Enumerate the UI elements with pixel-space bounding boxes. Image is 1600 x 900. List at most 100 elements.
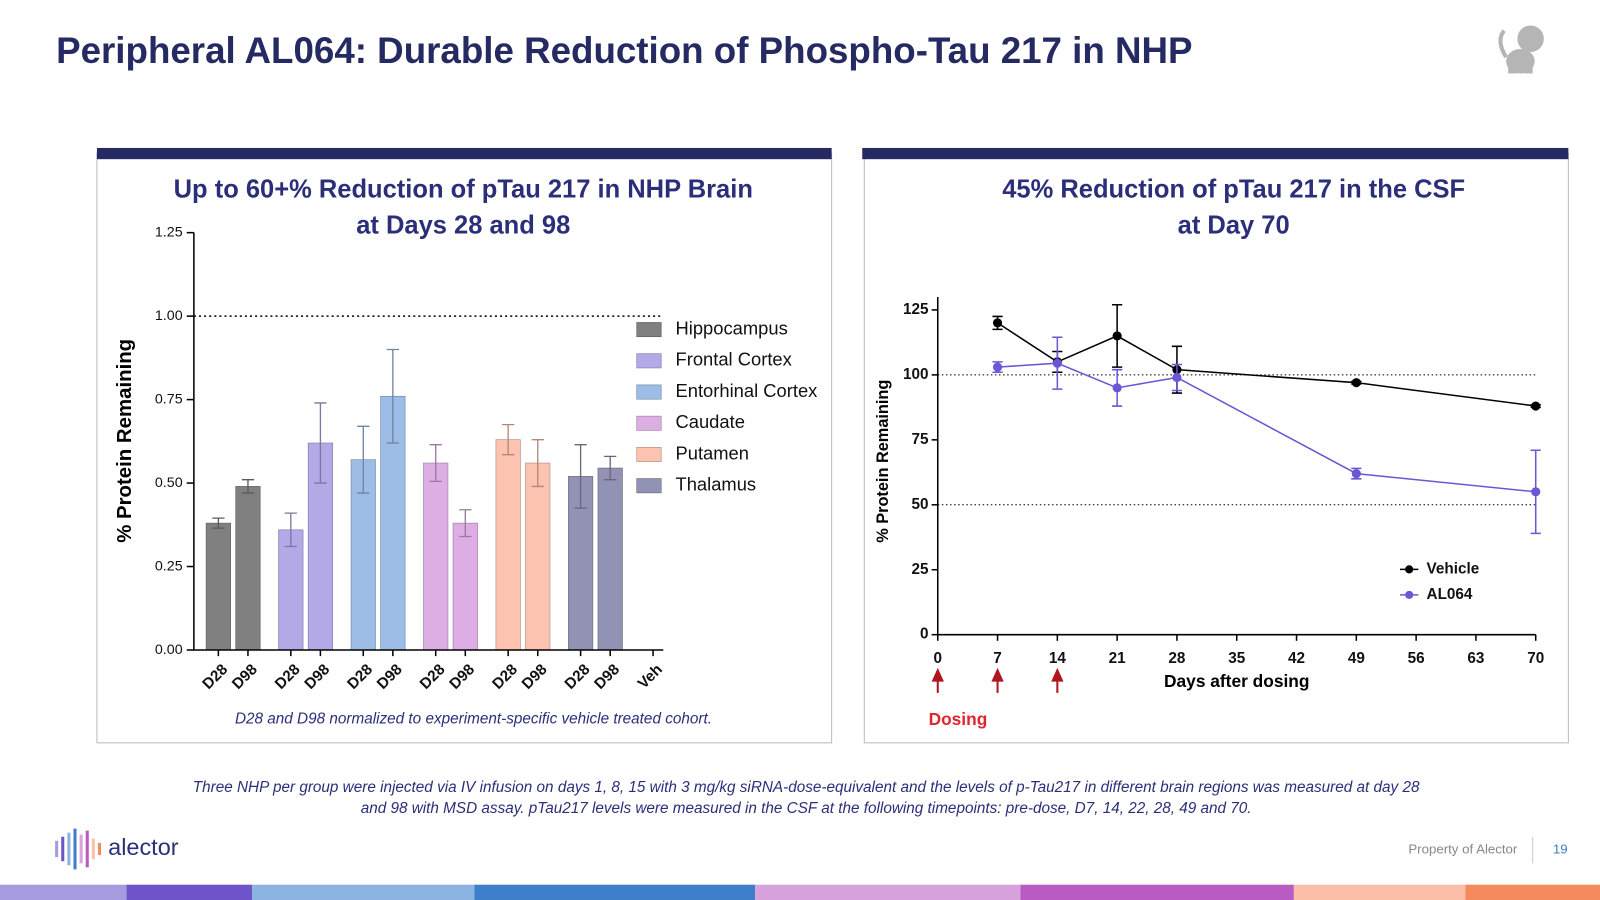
x-tick-label: 14 (1049, 650, 1067, 667)
x-tick-label: 42 (1288, 650, 1305, 667)
x-tick-label: 0 (933, 650, 942, 667)
bar (568, 476, 594, 651)
data-point (1052, 358, 1062, 368)
series-line (997, 362, 1536, 493)
footer-property: Property of Alector (1408, 842, 1518, 857)
legend-swatch (636, 384, 662, 400)
right-panel (863, 152, 1569, 744)
axes (193, 232, 664, 651)
x-tick-label: 70 (1527, 650, 1544, 667)
chart-title: 45% Reduction of pTau 217 in the CSF (1002, 176, 1465, 204)
error-bar (314, 402, 327, 484)
y-axis-label: % Protein Remaining (114, 339, 136, 543)
bar (205, 522, 231, 651)
error-bar (459, 509, 472, 538)
legend-label: Frontal Cortex (676, 349, 792, 370)
data-point (992, 362, 1003, 372)
legend-label: Entorhinal Cortex (676, 380, 818, 401)
data-point (1112, 383, 1122, 393)
data-point (1112, 331, 1122, 341)
dosing-arrow (1051, 667, 1064, 693)
dosing-arrow (991, 667, 1004, 693)
y-tick-label: 0 (920, 626, 929, 643)
legend-swatch (636, 353, 662, 369)
footnote: and 98 with MSD assay. pTau217 levels we… (361, 800, 1252, 817)
error-bar (212, 517, 225, 529)
y-tick-label: 0.25 (155, 558, 183, 574)
y-tick-label: 1.00 (155, 308, 183, 324)
footnote: Three NHP per group were injected via IV… (193, 779, 1420, 796)
bar (278, 529, 304, 651)
error-bar (357, 425, 370, 494)
data-point (1351, 469, 1361, 479)
axes (936, 296, 1536, 636)
error-bar (241, 479, 255, 494)
error-bar (386, 348, 399, 444)
legend-label: Putamen (676, 442, 749, 463)
y-tick-label: 0.00 (155, 642, 183, 658)
legend-label: Caudate (676, 411, 745, 432)
legend-swatch (636, 322, 662, 338)
dosing-arrow (931, 667, 944, 693)
x-tick-label: 63 (1467, 650, 1484, 667)
bar (380, 395, 406, 651)
bar (452, 522, 478, 651)
legend-swatch (636, 415, 662, 431)
legend-swatch (636, 478, 662, 494)
page-number: 19 (1553, 842, 1568, 857)
y-axis-label: % Protein Remaining (874, 380, 892, 543)
legend-label: Thalamus (676, 474, 757, 495)
y-tick-label: 75 (912, 431, 930, 448)
chart-title: at Days 28 and 98 (356, 211, 570, 239)
data-point (1531, 487, 1541, 497)
monkey-icon (1498, 25, 1544, 74)
error-bar (429, 444, 442, 483)
bar (235, 486, 261, 651)
y-tick-label: 50 (912, 496, 929, 513)
y-tick-label: 25 (912, 561, 930, 578)
series-line (997, 322, 1536, 407)
y-tick-label: 125 (903, 301, 929, 318)
dosing-label: Dosing (929, 709, 988, 729)
legend-label: AL064 (1427, 586, 1473, 603)
color-stripe (0, 884, 1600, 900)
bar (525, 462, 551, 651)
error-bar (574, 444, 587, 509)
logo-mark (55, 828, 102, 870)
bar (597, 467, 623, 651)
x-tick-label: 21 (1109, 650, 1127, 667)
error-bar (604, 455, 617, 481)
error-bar (502, 423, 515, 456)
x-tick-label: 56 (1408, 650, 1425, 667)
slide-title: Peripheral AL064: Durable Reduction of P… (56, 30, 1192, 71)
chart-note: D28 and D98 normalized to experiment-spe… (235, 710, 712, 727)
legend-marker (1405, 590, 1414, 599)
data-point (1531, 401, 1541, 411)
data-point (1172, 372, 1182, 383)
legend-label: Hippocampus (676, 317, 788, 338)
data-point (1351, 378, 1361, 388)
logo-text: alector (108, 834, 179, 860)
x-tick-label: 28 (1168, 650, 1186, 667)
error-bar (284, 512, 297, 548)
data-point (992, 318, 1003, 328)
y-tick-label: 0.75 (155, 391, 183, 407)
x-tick-label: 49 (1348, 650, 1365, 667)
right-panel-bar (862, 147, 1569, 160)
chart-title: Up to 60+% Reduction of pTau 217 in NHP … (174, 176, 753, 204)
legend-swatch (636, 447, 662, 462)
y-tick-label: 0.50 (155, 475, 183, 491)
y-tick-label: 1.25 (155, 224, 183, 240)
x-axis-label: Days after dosing (1164, 671, 1309, 691)
left-panel-bar (96, 147, 832, 160)
x-tick-label: 35 (1228, 650, 1246, 667)
bar (423, 462, 449, 651)
legend-marker (1405, 565, 1414, 574)
error-bar (531, 438, 544, 488)
legend-label: Vehicle (1427, 560, 1480, 577)
chart-title: at Day 70 (1178, 211, 1290, 239)
y-tick-label: 100 (903, 366, 929, 383)
bar (495, 439, 521, 651)
